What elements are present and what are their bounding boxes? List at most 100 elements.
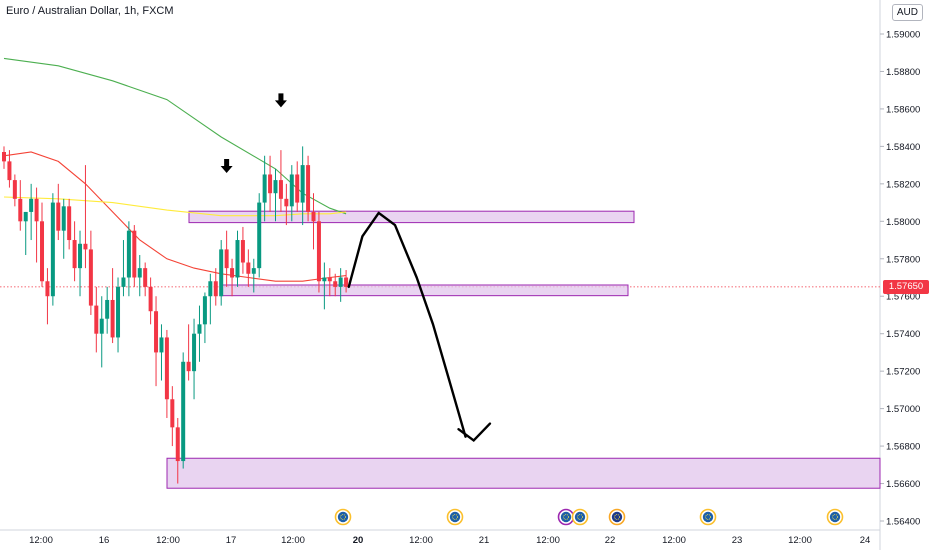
zone-rect (188, 210, 635, 224)
candle-body (164, 337, 169, 400)
moving-average-line (3, 151, 347, 282)
price-tick-label: 1.58200 (886, 179, 920, 190)
time-tick-label: 16 (99, 535, 110, 546)
flag-stars (614, 514, 620, 520)
candles (2, 146, 349, 484)
candle-body (316, 221, 321, 282)
markers (220, 93, 287, 173)
price-tick-label: 1.56800 (886, 442, 920, 453)
candle-body (175, 427, 180, 462)
candle-body (105, 299, 110, 319)
candle-body (306, 165, 311, 212)
candle-body (29, 198, 34, 212)
candle-body (289, 174, 294, 207)
candle-body (240, 240, 245, 263)
candle-body (251, 268, 256, 274)
moving-average-line (3, 57, 347, 215)
price-tick-label: 1.58400 (886, 142, 920, 153)
time-tick-label: 12:00 (281, 535, 305, 546)
candle-body (213, 281, 218, 297)
symbol-title: Euro / Australian Dollar, 1h, FXCM (6, 5, 174, 17)
price-tick-label: 1.58600 (886, 104, 920, 115)
candle-body (110, 299, 115, 338)
candle-body (257, 202, 262, 269)
projection-path (347, 211, 467, 438)
candle-body (83, 243, 88, 250)
eu-flag-icon (337, 511, 349, 523)
candle-body (116, 286, 121, 338)
candle-body (143, 268, 148, 287)
event-icons (334, 508, 844, 526)
time-tick-label: 12:00 (788, 535, 812, 546)
flag-stars (577, 514, 583, 520)
price-tick-label: 1.57800 (886, 254, 920, 265)
flag-stars (832, 514, 838, 520)
candle-body (121, 277, 126, 287)
candle-body (148, 286, 153, 312)
candle-body (262, 174, 267, 203)
price-tick-label: 1.56600 (886, 479, 920, 490)
price-tick-label: 1.58000 (886, 217, 920, 228)
time-tick-label: 24 (860, 535, 871, 546)
candle-body (333, 281, 338, 287)
candle-body (56, 202, 61, 231)
flag-stars (563, 514, 569, 520)
price-tick-label: 1.59000 (886, 30, 920, 41)
time-tick-label: 12:00 (29, 535, 53, 546)
candle-body (284, 198, 289, 207)
zones (166, 210, 881, 489)
flag-stars (705, 514, 711, 520)
time-axis: 12:00 16 12:00 17 12:00 20 12:00 21 12:00 22 12:00… (29, 535, 870, 546)
candle-body (246, 262, 251, 274)
candle-body (99, 318, 104, 334)
candle-body (12, 180, 17, 199)
candle-body (300, 165, 305, 203)
candle-body (208, 281, 213, 297)
candle-body (126, 230, 131, 278)
time-tick-label: 21 (479, 535, 490, 546)
candle-body (186, 361, 191, 372)
time-tick-label: 23 (732, 535, 743, 546)
candle-body (230, 268, 235, 278)
candle-body (235, 240, 240, 278)
candle-body (7, 161, 12, 181)
candle-body (295, 174, 300, 203)
projection-arrow-head (457, 422, 492, 443)
eu-flag-icon (574, 511, 586, 523)
candle-body (219, 249, 224, 297)
down-arrow-marker (220, 158, 233, 173)
candle-body (202, 296, 207, 325)
time-tick-label: 12:00 (662, 535, 686, 546)
price-tick-label: 1.57000 (886, 404, 920, 415)
candle-body (34, 198, 39, 222)
candle-body (72, 240, 77, 269)
currency-badge[interactable]: AUD (891, 4, 923, 21)
eu-flag-icon (560, 511, 572, 523)
moving-averages (3, 57, 347, 282)
candle-body (159, 337, 164, 353)
last-price-label: 1.57650 (883, 280, 929, 294)
price-tick-label: 1.56400 (886, 517, 920, 528)
candle-body (154, 311, 159, 353)
candle-body (322, 277, 327, 282)
candle-body (197, 324, 202, 334)
zone-rect (166, 457, 881, 489)
candle-body (311, 211, 316, 222)
candle-body (61, 206, 66, 231)
down-arrow-marker (274, 93, 287, 108)
flag-stars (452, 514, 458, 520)
price-tick-label: 1.58800 (886, 67, 920, 78)
price-tick-label: 1.57200 (886, 367, 920, 378)
candle-body (170, 399, 175, 428)
candle-body (338, 277, 343, 287)
zone-rect (219, 284, 629, 297)
price-axis: 1.59000 1.58800 1.58600 1.58400 1.58200 1.580… (880, 30, 920, 528)
eu-flag-icon (449, 511, 461, 523)
candle-body (2, 152, 6, 162)
price-tick-label: 1.57400 (886, 329, 920, 340)
candle-body (132, 230, 137, 278)
candle-body (78, 243, 83, 269)
time-tick-label: 12:00 (536, 535, 560, 546)
candle-body (344, 277, 349, 287)
